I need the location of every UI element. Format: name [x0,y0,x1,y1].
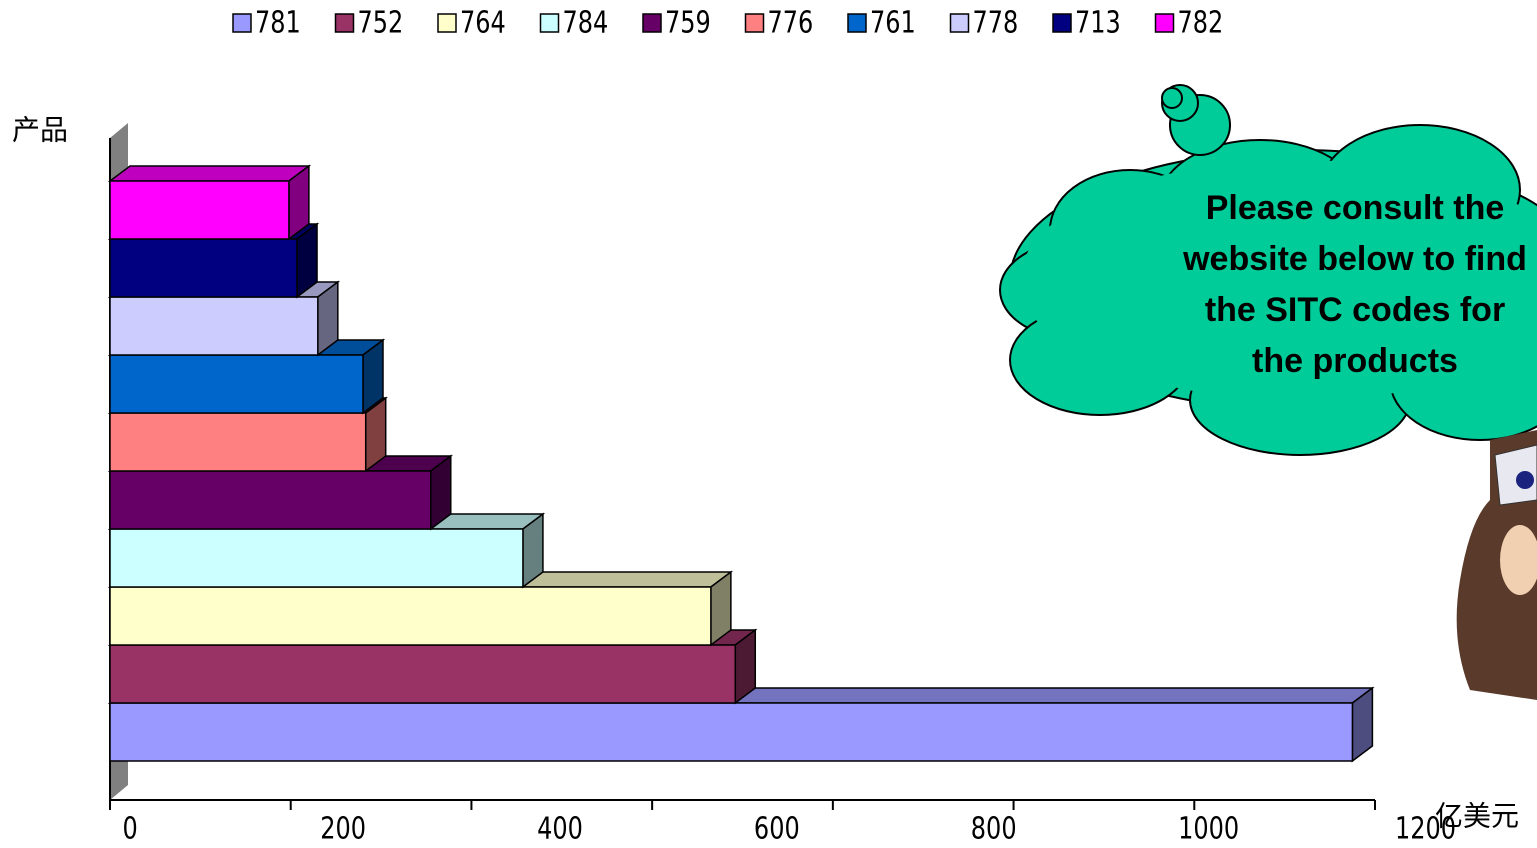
bar [109,470,432,530]
legend-swatch [847,13,867,33]
bar [109,528,524,588]
bar [109,296,319,356]
legend-label: 776 [768,6,814,40]
legend-swatch [232,13,252,33]
legend-swatch [1052,13,1072,33]
y-axis-label: 产品 [12,114,68,145]
x-tick-label: 1000 [1178,812,1239,846]
x-tick-label: 800 [971,812,1017,846]
legend-label: 784 [563,6,609,40]
legend-swatch [949,13,970,33]
bar [109,586,712,646]
x-tick-label: 1200 [1395,812,1456,846]
bar [109,412,367,472]
x-tick-label: 200 [320,812,366,846]
callout-text: Please consult the [1206,189,1505,227]
legend-swatch [1154,13,1175,33]
cloud [999,84,1537,456]
x-tick-label: 0 [122,812,137,846]
callout-text: website below to find [1182,240,1527,278]
callout-text: the SITC codes for [1205,291,1505,329]
legend-label: 761 [870,6,916,40]
x-tick-label: 400 [537,812,583,846]
callout-text: the products [1252,342,1458,380]
legend-swatch [437,13,457,33]
bar [109,644,737,704]
legend-label: 764 [460,6,506,40]
legend-label: 782 [1178,6,1224,40]
legend-swatch [744,13,765,33]
x-tick-label: 600 [754,812,800,846]
legend-label: 752 [358,6,404,40]
legend-swatch [642,13,662,33]
legend-label: 759 [665,6,711,40]
legend-label: 781 [255,6,301,40]
figure [1456,430,1537,700]
legend-swatch [334,13,355,33]
bar [109,238,298,298]
legend-swatch [539,13,560,33]
legend-label: 778 [973,6,1019,40]
bar [109,702,1354,762]
bar [109,180,290,240]
bar [109,354,364,414]
bar-top [107,165,312,182]
legend-label: 713 [1075,6,1121,40]
x-axis-label: 亿美元 [1435,800,1519,831]
